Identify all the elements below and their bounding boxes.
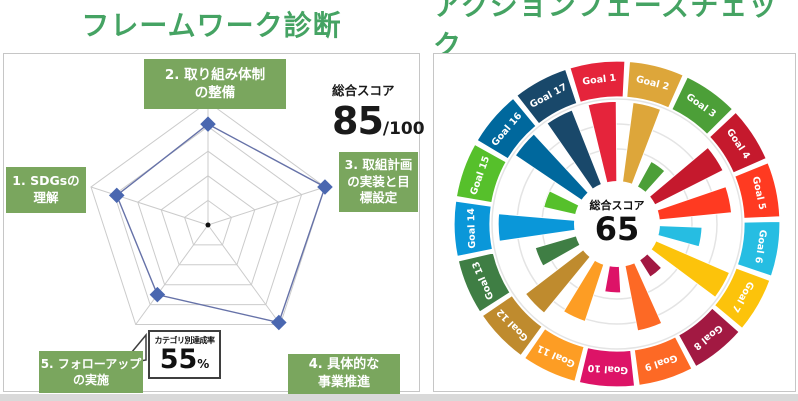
framework-diagnosis-panel: 1. SDGsの 理解 2. 取り組み体制 の整備 3. 取組計画 の実装と目 … [3,53,425,394]
percent-sign: % [197,357,210,371]
radar-axis-label-1: 1. SDGsの 理解 [6,167,86,213]
framework-diagnosis-title: フレームワーク診断 [81,9,342,42]
radar-axis-label-5: 5. フォローアップ の実施 [39,351,143,393]
overall-score-value: 85 [332,99,384,143]
overall-score-block: 総合スコア 85 /100 [332,80,425,143]
overall-score-label: 総合スコア [332,83,395,98]
category-achievement-callout: カテゴリ別達成率 55 % [148,330,221,379]
polar-center-score-value: 65 [594,210,640,248]
radar-axis-label-3: 3. 取組計画 の実装と目 標設定 [339,152,418,212]
overall-score-max: /100 [382,119,425,139]
category-achievement-label: カテゴリ別達成率 [154,336,216,345]
sdg-ring-label: Goal 14 [466,208,478,249]
radar-axis-label-4: 4. 具体的な 事業推進 [288,354,400,394]
bottom-divider [0,394,798,401]
radar-axis-label-2: 2. 取り組み体制 の整備 [144,59,286,109]
sdg-ring-label: Goal 6 [752,229,768,265]
sdg-ring-label: Goal 1 [582,73,617,88]
action-phase-panel: Goal 1 Goal 2 Goal 3 Goal 4 Goal 5 Goal 6 Goal… [433,53,796,392]
action-phase-check-title: アクションフェーズチェック [433,0,778,62]
polar-center-score-label: 総合スコア [589,199,645,212]
polar-center-score: 総合スコア 65 [567,197,667,247]
sdg-ring-label: Goal 10 [587,362,629,376]
category-achievement-value: 55 [159,344,198,375]
